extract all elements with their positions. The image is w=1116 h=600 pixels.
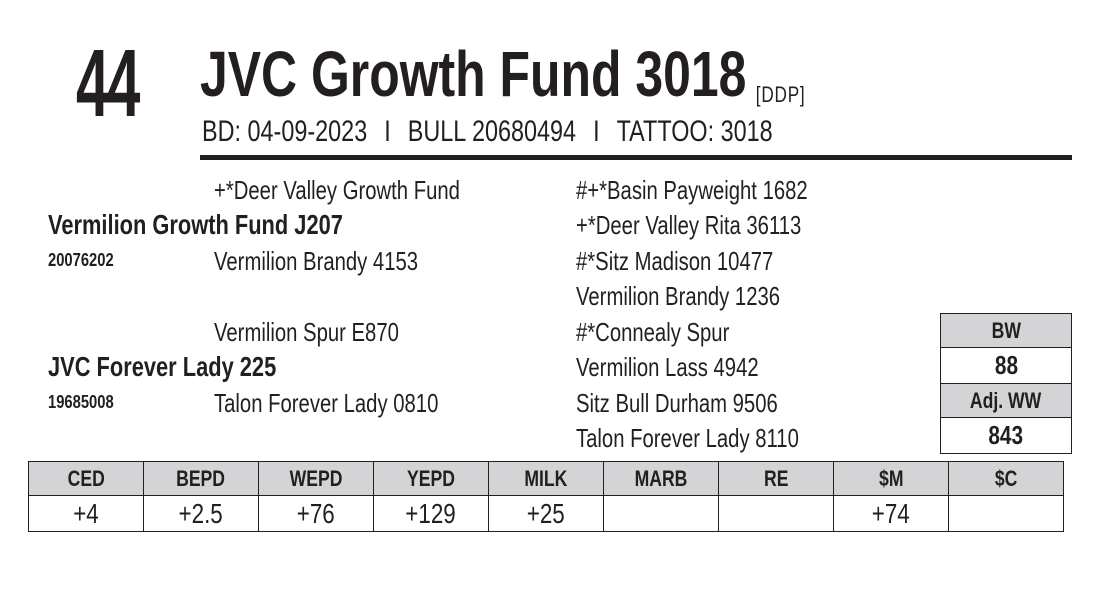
sire-dam-sire: #*Sitz Madison 10477	[576, 246, 774, 276]
bw-value: 88	[940, 347, 1072, 384]
dam-registration: 19685008	[48, 392, 114, 412]
adjww-value: 843	[940, 417, 1072, 454]
epd-value-row: +4 +2.5 +76 +129 +25 +74	[28, 495, 1064, 532]
birth-date: BD: 04-09-2023	[202, 115, 368, 148]
adjww-label: Adj. WW	[940, 383, 1072, 418]
epd-value-dollar-c	[948, 495, 1064, 532]
sire-sire-dam: +*Deer Valley Rita 36113	[576, 210, 802, 240]
epd-value-marb	[603, 495, 719, 532]
sire-sire-sire: #+*Basin Payweight 1682	[576, 175, 808, 205]
epd-header-row: CED BEPD WEPD YEPD MILK MARB RE $M $C	[28, 461, 1064, 496]
ddp-tag: [DDP]	[755, 82, 806, 107]
epd-value-yepd: +129	[373, 495, 489, 532]
epd-header-yepd: YEPD	[373, 461, 489, 496]
bull-registration: BULL 20680494	[407, 115, 577, 148]
info-line: BD: 04-09-2023 I BULL 20680494 I TATTOO: 301…	[202, 117, 773, 147]
epd-value-milk: +25	[488, 495, 604, 532]
epd-table: CED BEPD WEPD YEPD MILK MARB RE $M $C +4…	[28, 461, 1064, 532]
epd-header-bepd: BEPD	[143, 461, 259, 496]
sire-dam: Vermilion Brandy 4153	[214, 246, 419, 276]
epd-header-re: RE	[718, 461, 834, 496]
separator: I	[593, 115, 600, 148]
lot-number: 44	[76, 30, 140, 137]
epd-value-wepd: +76	[258, 495, 374, 532]
sire-registration: 20076202	[48, 250, 114, 270]
bw-label: BW	[940, 313, 1072, 348]
epd-header-milk: MILK	[488, 461, 604, 496]
epd-header-ced: CED	[28, 461, 144, 496]
dam-sire: Vermilion Spur E870	[214, 317, 399, 347]
separator: I	[384, 115, 391, 148]
sire-name: Vermilion Growth Fund J207	[48, 209, 343, 240]
dam-dam-dam: Talon Forever Lady 8110	[576, 423, 799, 453]
header-rule	[200, 155, 1072, 160]
epd-value-ced: +4	[28, 495, 144, 532]
dam-name: JVC Forever Lady 225	[48, 351, 277, 382]
animal-title: JVC Growth Fund 3018 [DDP]	[200, 42, 805, 106]
dam-dam-sire: Sitz Bull Durham 9506	[576, 388, 778, 418]
animal-name: JVC Growth Fund 3018	[200, 38, 747, 110]
epd-header-dollar-c: $C	[948, 461, 1064, 496]
epd-value-re	[718, 495, 834, 532]
dam-sire-dam: Vermilion Lass 4942	[576, 352, 759, 382]
weights-table: BW 88 Adj. WW 843	[940, 313, 1072, 454]
sire-sire: +*Deer Valley Growth Fund	[214, 175, 460, 205]
sire-dam-dam: Vermilion Brandy 1236	[576, 281, 781, 311]
dam-dam: Talon Forever Lady 0810	[214, 388, 439, 418]
dam-sire-sire: #*Connealy Spur	[576, 317, 730, 347]
tattoo: TATTOO: 3018	[616, 115, 773, 148]
epd-header-dollar-m: $M	[833, 461, 949, 496]
epd-header-marb: MARB	[603, 461, 719, 496]
epd-value-dollar-m: +74	[833, 495, 949, 532]
epd-value-bepd: +2.5	[143, 495, 259, 532]
epd-header-wepd: WEPD	[258, 461, 374, 496]
